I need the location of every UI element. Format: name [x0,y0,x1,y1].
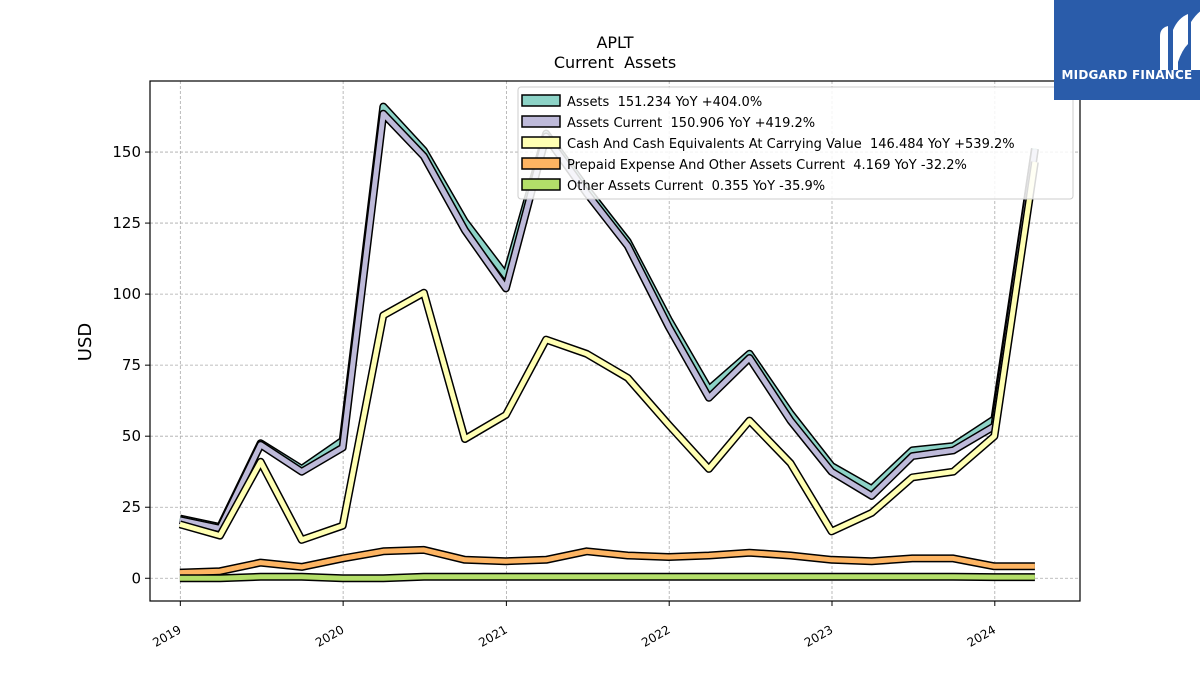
legend-label: Prepaid Expense And Other Assets Current… [567,158,967,173]
midgard-logo-icon [1160,11,1200,70]
series-lines [178,102,1039,583]
legend-swatch [521,178,561,191]
y-tick-label: 75 [122,356,141,374]
legend-swatch [521,94,561,107]
x-tick-label: 2019 [150,622,183,649]
legend-swatch [521,157,561,170]
series-line [179,111,1038,531]
legend-swatch [521,136,561,149]
y-tick-label: 150 [112,143,141,161]
y-tick-label: 0 [131,569,141,587]
y-axis-label: USD [75,323,96,361]
series-other-assets-current [179,572,1035,583]
legend-label: Cash And Cash Equivalents At Carrying Va… [567,137,1015,152]
brand-logo: MIDGARD FINANCE [1054,0,1200,100]
y-tick-label: 125 [112,214,141,232]
series-line [179,574,1035,581]
y-tick-label: 25 [122,498,141,516]
x-tick-label: 2024 [965,622,998,649]
legend-box [517,86,1074,200]
legend-swatch [521,115,561,128]
legend-label: Assets 151.234 YoY +404.0% [567,95,762,110]
plot-frame [149,80,1081,602]
y-tick-label: 50 [122,427,141,445]
series-assets-current [179,109,1039,533]
series-cash-and-cash-equivalents-at-carrying-value [178,161,1039,544]
x-tick-label: 2021 [476,622,509,649]
chart-subtitle: Current Assets [554,53,676,72]
x-tick-label: 2020 [313,622,346,649]
series-line [179,547,1035,576]
y-tick-label: 100 [112,285,141,303]
x-tick-label: 2023 [802,622,835,649]
legend: Assets 151.234 YoY +404.0% Assets Current… [517,86,1074,200]
legend-label: Other Assets Current 0.355 YoY -35.9% [567,179,825,194]
series-line [179,161,1038,543]
brand-name: MIDGARD FINANCE [1061,68,1193,82]
series-prepaid-expense-and-other-assets-current [179,545,1035,577]
chart-title: APLT [596,33,633,52]
legend-label: Assets Current 150.906 YoY +419.2% [567,116,815,131]
x-tick-label: 2022 [639,622,672,649]
